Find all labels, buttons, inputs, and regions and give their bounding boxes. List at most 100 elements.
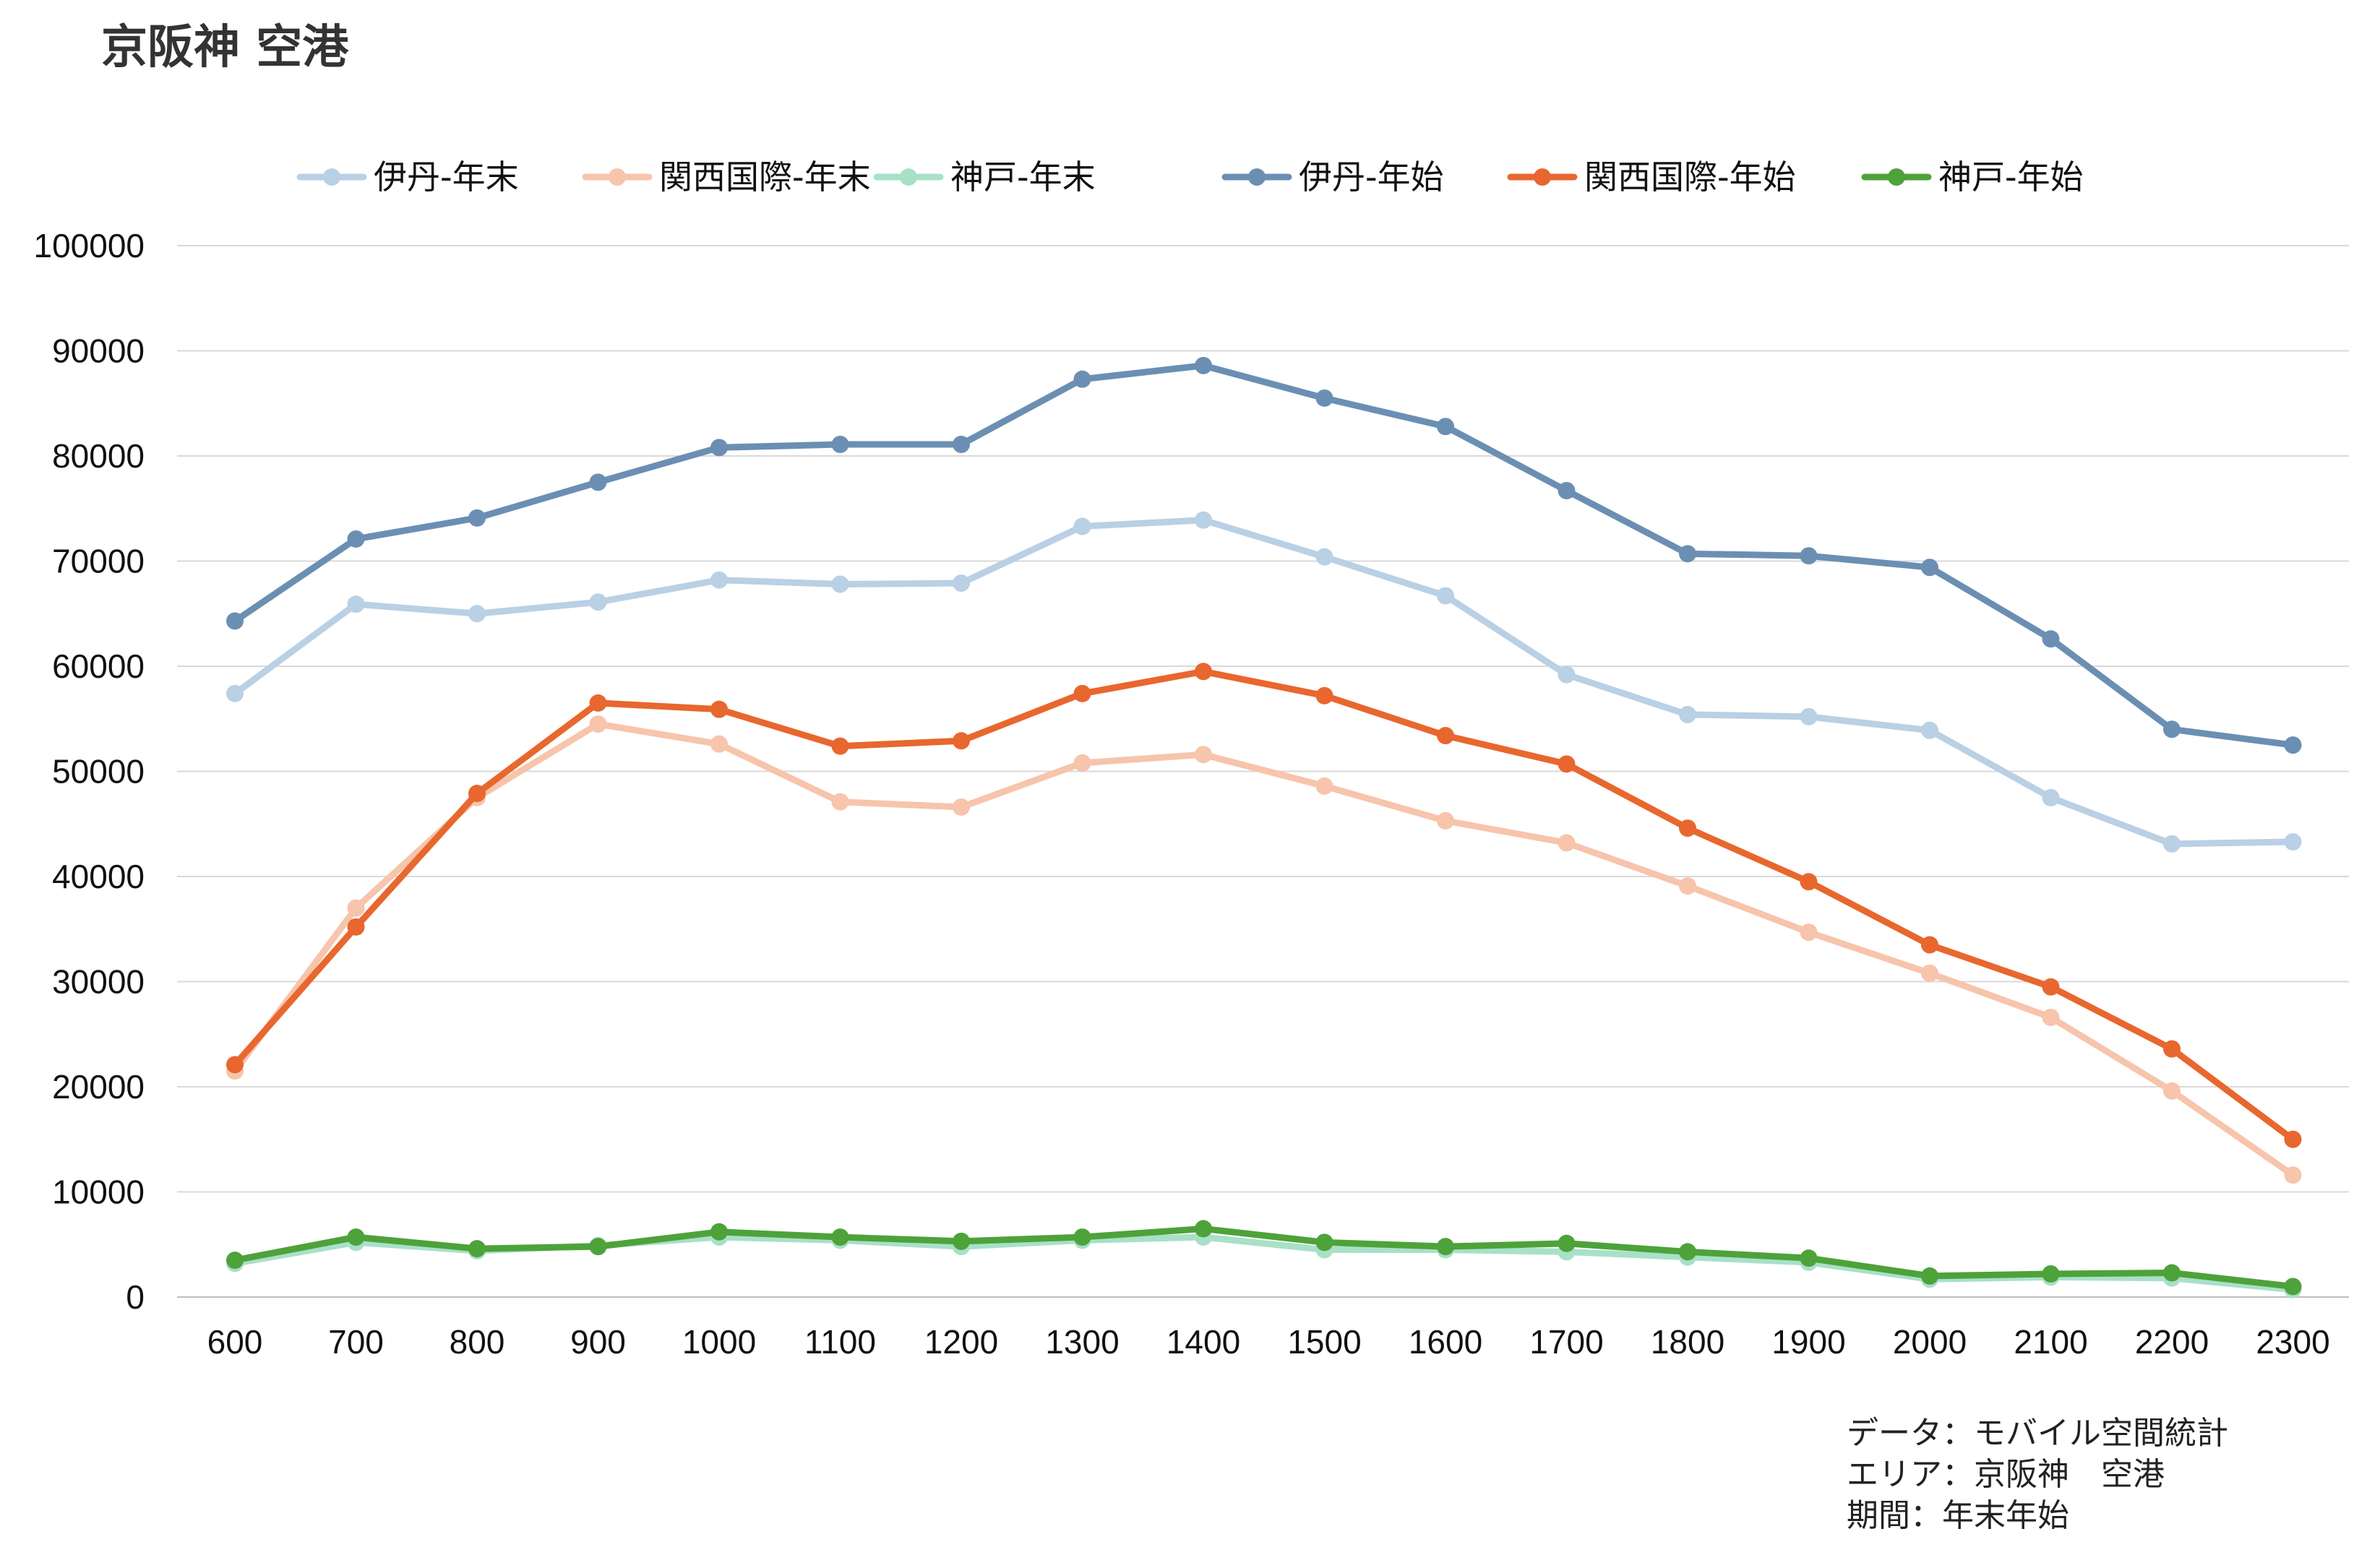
data-point [2284,1130,2302,1148]
data-point [953,574,970,593]
x-tick-label: 2200 [2135,1323,2209,1361]
series-line [231,720,2296,1179]
data-point [1195,356,1212,374]
data-point [1679,819,1696,837]
x-tick-label: 700 [328,1323,384,1361]
data-point [1315,777,1333,795]
legend-item-6: 神戸-年始 [1861,158,2084,197]
y-tick-label: 30000 [52,963,145,1001]
data-point [347,595,365,613]
data-point [1921,559,1938,577]
y-tick-label: 60000 [52,647,145,685]
data-point [1437,1238,1454,1256]
data-point [2042,788,2060,806]
data-point [710,571,728,589]
data-point [831,575,849,593]
data-point [347,918,365,936]
data-point [1921,1267,1938,1285]
data-point [2284,736,2302,754]
data-point [1679,877,1696,895]
data-point [347,1228,365,1246]
data-point [2163,835,2181,853]
data-point [2163,1082,2181,1100]
legend-label: 伊丹-年末 [374,158,519,197]
data-point [953,1232,970,1250]
x-tick-label: 1300 [1045,1323,1119,1361]
data-point [1437,587,1454,605]
data-point [953,798,970,816]
source-note-data: データ：モバイル空間統計 [1847,1415,2228,1452]
series-2 [226,715,2302,1184]
y-tick-label: 50000 [52,753,145,791]
series-line [231,517,2296,848]
data-point [2163,1264,2181,1282]
legend-swatch-marker [1248,168,1266,186]
y-tick-label: 0 [126,1278,145,1316]
data-point [347,899,365,917]
data-point [1921,964,1938,982]
data-point [1437,418,1454,436]
data-point [1558,665,1576,684]
data-point [710,735,728,753]
data-point [1558,755,1576,773]
data-point [831,737,849,755]
x-tick-label: 800 [450,1323,505,1361]
legend-item-5: 関西国際-年始 [1507,158,1796,197]
series-line [231,362,2296,749]
legend: 伊丹-年末 関西国際-年末 神戸-年末 伊丹-年始 関西国際-年始 神戸-年始 [296,158,2084,197]
data-point [831,793,849,811]
y-tick-label: 100000 [34,227,145,264]
axes: 0 10000 20000 30000 40000 50000 60000 70000 8000… [34,227,2330,1361]
data-point [1558,834,1576,852]
data-point [2284,1278,2302,1296]
legend-label: 関西国際-年始 [1584,158,1796,197]
data-point [1315,548,1333,566]
series-3 [226,1228,2302,1298]
x-tick-label: 1200 [924,1323,998,1361]
data-point [2284,1166,2302,1184]
data-point [2284,832,2302,850]
legend-label: 神戸-年末 [950,158,1096,197]
data-point [1315,686,1333,705]
data-point [1558,482,1576,500]
source-note-period: 期間：年末年始 [1847,1497,2069,1534]
data-point [1921,936,1938,954]
data-point [1800,707,1818,725]
data-point [1073,370,1091,388]
chart-title: 京阪神 空港 [101,21,349,74]
y-tick-label: 80000 [52,437,145,475]
series-line [231,1225,2296,1290]
series-line [231,668,2296,1143]
data-point [468,1240,486,1258]
data-point [468,605,486,623]
data-point [589,473,607,491]
legend-item-3: 神戸-年末 [873,158,1096,197]
data-point [1073,517,1091,535]
data-point [831,1228,849,1246]
data-point [1800,1249,1818,1267]
data-point [1437,811,1454,830]
data-point [1073,684,1091,702]
data-point [226,612,244,630]
data-point [710,1223,728,1241]
data-point [1315,389,1333,407]
x-tick-label: 600 [207,1323,263,1361]
data-point [468,785,486,803]
data-point [1073,754,1091,772]
data-point [953,435,970,453]
series-6 [226,1220,2302,1296]
grid-lines [177,245,2349,1298]
data-point [2163,1040,2181,1058]
data-point [589,694,607,712]
x-tick-label: 2300 [2256,1323,2329,1361]
legend-swatch-marker [900,168,917,186]
data-point [1800,873,1818,891]
y-tick-label: 10000 [52,1173,145,1211]
x-tick-label: 1100 [804,1323,876,1361]
data-point [1800,923,1818,942]
series-lines [226,356,2302,1298]
legend-label: 神戸-年始 [1938,158,2084,197]
source-note-area: エリア：京阪神 空港 [1847,1456,2165,1493]
data-point [1800,547,1818,565]
